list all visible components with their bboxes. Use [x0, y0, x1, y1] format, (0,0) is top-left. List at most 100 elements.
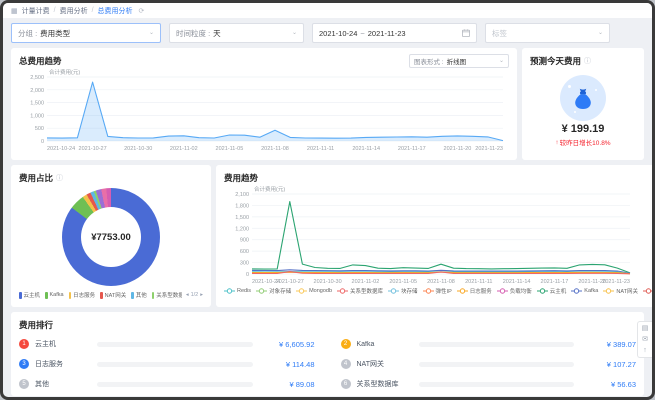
svg-text:2021-10-30: 2021-10-30 — [124, 146, 152, 152]
legend-label: NAT网关 — [104, 293, 127, 299]
cost-ratio-card: 费用占比 ⓘ ¥7753.00 云主机 Kafka 日志服务 NAT网关 其他 关系型数据… — [11, 165, 211, 307]
breadcrumb-item-billing[interactable]: 计量计费 — [21, 7, 50, 15]
svg-text:2021-11-11: 2021-11-11 — [465, 279, 492, 285]
legend-label: Kafka — [49, 292, 64, 298]
legend-marker-icon — [536, 288, 548, 294]
legend-marker-icon — [642, 288, 652, 294]
legend-item-Kafka[interactable]: Kafka — [571, 288, 598, 294]
legend-item-Kafka[interactable]: Kafka — [45, 291, 64, 299]
rank-label: 云主机 — [35, 341, 56, 348]
legend-item-云主机[interactable]: 云主机 — [19, 291, 40, 299]
svg-text:900: 900 — [240, 238, 249, 244]
legend-label: Mongodb — [309, 288, 333, 294]
legend-item-弹性IP[interactable]: 弹性IP — [422, 287, 452, 295]
ranking-row-云主机: 1 云主机 ¥ 6,605.92 — [19, 334, 315, 354]
legend-item-Mongodb[interactable]: Mongodb — [296, 288, 332, 294]
svg-text:合计费用(元): 合计费用(元) — [254, 185, 285, 193]
legend-item-关系型数据库[interactable]: 关系型数据库 — [337, 287, 383, 295]
legend-label: 其他 — [135, 293, 147, 299]
legend-item-日志服务[interactable]: 日志服务 — [456, 287, 492, 295]
forecast-title: 预测今天费用 ⓘ — [530, 55, 591, 67]
legend-item-其他[interactable]: 其他 — [642, 287, 652, 295]
rank-bar — [97, 341, 253, 347]
svg-text:1,800: 1,800 — [235, 203, 249, 209]
svg-text:2021-11-17: 2021-11-17 — [541, 279, 569, 285]
back-to-top-icon[interactable]: ↑ — [643, 347, 647, 354]
svg-text:2021-11-08: 2021-11-08 — [261, 146, 289, 152]
legend-item-块存储[interactable]: 块存储 — [388, 287, 418, 295]
svg-text:2021-11-08: 2021-11-08 — [427, 279, 455, 285]
pager-prev-icon[interactable]: ◂ — [185, 292, 189, 298]
date-range-picker[interactable]: 2021-10-24 ~ 2021-11-23 — [312, 23, 477, 43]
tag-select[interactable]: 标签 ⌄ — [485, 23, 610, 43]
rank-value: ¥ 114.48 — [285, 359, 315, 369]
cost-ratio-title: 费用占比 ⓘ — [19, 172, 63, 184]
legend-marker-icon — [256, 288, 268, 294]
rank-badge: 1 — [19, 339, 29, 349]
legend-item-其他[interactable]: 其他 — [131, 291, 147, 299]
total-cost-trend-title: 总费用趋势 — [19, 56, 62, 66]
feedback-icon[interactable]: ✉ — [642, 336, 648, 343]
legend-marker-icon — [337, 288, 349, 294]
legend-item-NAT网关[interactable]: NAT网关 — [603, 287, 638, 295]
breadcrumb-item-cost-analysis[interactable]: 费用分析 — [59, 7, 88, 15]
rank-bar — [418, 361, 574, 367]
legend-item-Redis[interactable]: Redis — [224, 288, 251, 294]
rank-label: 其他 — [35, 381, 49, 388]
breadcrumb-separator: / — [53, 7, 56, 14]
info-icon[interactable]: ⓘ — [56, 175, 64, 182]
breadcrumb-separator: / — [91, 7, 94, 14]
refresh-icon[interactable]: ⟳ — [138, 7, 145, 15]
svg-text:2021-10-27: 2021-10-27 — [79, 146, 107, 152]
svg-text:2,500: 2,500 — [30, 75, 44, 81]
legend-item-日志服务[interactable]: 日志服务 — [68, 291, 95, 299]
svg-text:500: 500 — [35, 126, 44, 132]
breadcrumb-item-total-cost-analysis[interactable]: 总费用分析 — [97, 7, 133, 15]
rank-badge: 6 — [340, 379, 351, 389]
rank-badge: 5 — [19, 379, 29, 389]
date-range-start: 2021-10-24 — [319, 28, 358, 38]
legend-marker-icon — [456, 288, 468, 294]
breadcrumb: ▦ 计量计费 / 费用分析 / 总费用分析 ⟳ — [3, 3, 652, 18]
svg-text:2021-11-14: 2021-11-14 — [352, 146, 380, 152]
legend-swatch — [45, 291, 48, 299]
info-icon[interactable]: ⓘ — [584, 58, 592, 65]
granularity-label: 时间粒度 : — [176, 28, 211, 38]
time-granularity-select[interactable]: 时间粒度 : 天 ⌄ — [169, 23, 304, 43]
cost-ratio-donut-chart[interactable]: ¥7753.00 — [62, 188, 160, 286]
pager-next-icon[interactable]: ▸ — [200, 292, 203, 298]
legend-item-负载均衡[interactable]: 负载均衡 — [496, 287, 532, 295]
legend-label: Kafka — [584, 288, 599, 294]
ranking-row-关系型数据库: 6 关系型数据库 ¥ 56.63 — [340, 374, 636, 394]
total-trend-chart-type-select[interactable]: 图表形式 : 折线图 ⌄ — [409, 54, 509, 68]
legend-marker-icon — [224, 288, 235, 294]
legend-item-NAT网关[interactable]: NAT网关 — [100, 291, 126, 299]
ranking-row-Kafka: 2 Kafka ¥ 389.07 — [340, 334, 636, 354]
ranking-row-其他: 5 其他 ¥ 89.08 — [19, 374, 315, 394]
granularity-value: 天 — [213, 28, 221, 38]
legend-label: 对象存储 — [269, 289, 292, 295]
filter-bar: 分组 : 费用类型 ⌄ 时间粒度 : 天 ⌄ 2021-10-24 ~ 2021… — [3, 18, 652, 46]
svg-text:1,200: 1,200 — [235, 226, 249, 232]
cost-trend-card: 费用趋势 图表形式 : 折线图 ⌄ 2,1001,8001,5001,20090… — [216, 165, 652, 307]
pager-page: 1/2 — [190, 292, 199, 298]
donut-center-value: ¥7753.00 — [91, 231, 131, 243]
group-by-select[interactable]: 分组 : 费用类型 ⌄ — [11, 23, 161, 43]
legend-swatch — [68, 291, 72, 299]
forecast-card: 预测今天费用 ⓘ ¥ 199.19 — [522, 48, 644, 160]
chevron-down-icon: ⌄ — [597, 30, 603, 36]
svg-text:2,100: 2,100 — [235, 192, 249, 198]
legend-item-关系型数据库[interactable]: 关系型数据库 — [151, 291, 182, 299]
legend-item-云主机[interactable]: 云主机 — [536, 287, 566, 295]
cost-ratio-title-text: 费用占比 — [19, 173, 54, 183]
rank-label: NAT网关 — [356, 361, 384, 368]
svg-text:600: 600 — [240, 249, 249, 255]
svg-text:2021-10-24: 2021-10-24 — [252, 279, 280, 285]
cost-ranking-list: 1 云主机 ¥ 6,605.92 2 Kafka ¥ 389.07 3 日志服务 ¥ 114.4… — [19, 334, 636, 394]
legend-label: 弹性IP — [435, 289, 452, 295]
survey-icon[interactable]: ▤ — [641, 325, 649, 332]
legend-item-对象存储[interactable]: 对象存储 — [256, 287, 291, 295]
svg-text:2021-11-14: 2021-11-14 — [503, 279, 531, 285]
legend-label: NAT网关 — [616, 289, 638, 295]
